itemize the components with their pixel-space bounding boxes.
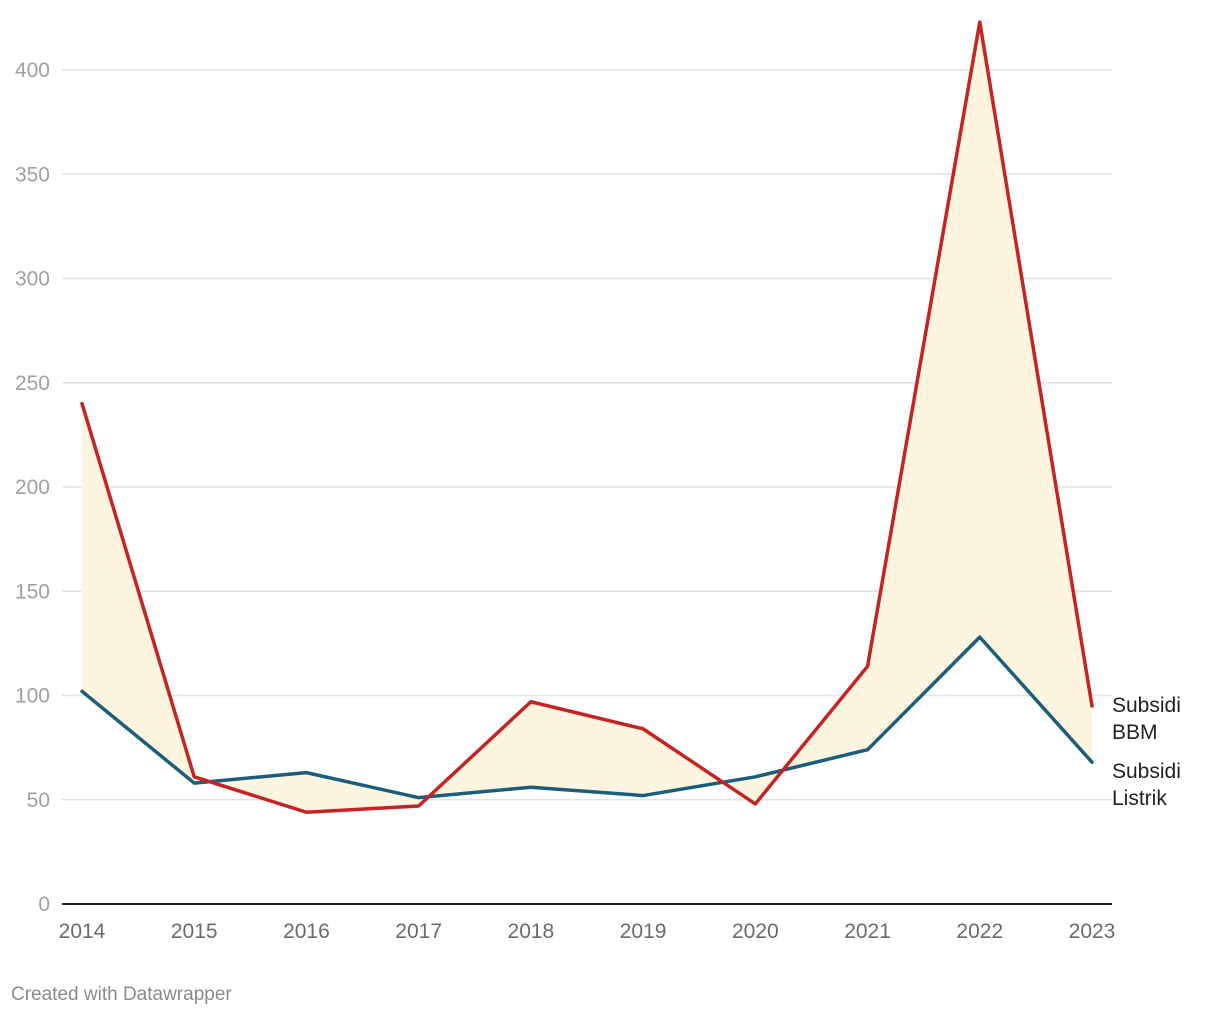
x-tick-label-2020: 2020 [732,920,779,943]
series-line-subsidi-listrik [80,635,1094,800]
x-tick-label-2019: 2019 [620,920,667,943]
y-tick-label-200: 200 [15,476,50,499]
x-tick-label-2022: 2022 [956,920,1003,943]
x-tick-label-2021: 2021 [844,920,891,943]
y-tick-label-400: 400 [15,59,50,82]
y-tick-label-300: 300 [15,268,50,291]
x-tick-label-2014: 2014 [59,920,106,943]
y-axis-ticks: 0 50 100 150 200 250 300 350 400 [15,59,50,916]
y-tick-label-0: 0 [38,893,50,916]
x-tick-label-2023: 2023 [1069,920,1116,943]
x-tick-label-2018: 2018 [508,920,555,943]
y-tick-label-250: 250 [15,372,50,395]
series-labels: Subsidi BBM Subsidi Listrik [1112,694,1181,810]
series-label-subsidi-listrik-line-1: Listrik [1112,787,1167,810]
series-lines [80,20,1094,815]
x-tick-label-2015: 2015 [171,920,218,943]
series-line-subsidi-bbm [80,20,1094,815]
y-tick-label-50: 50 [27,789,50,812]
x-tick-label-2016: 2016 [283,920,330,943]
difference-area [82,22,1092,813]
series-label-subsidi-listrik-line-0: Subsidi [1112,760,1181,783]
x-axis-ticks: 2014 2015 2016 2017 2018 2019 2020 2021 2022 2023 [59,920,1116,943]
x-tick-label-2017: 2017 [395,920,442,943]
y-tick-label-100: 100 [15,685,50,708]
difference-fill [82,22,1092,813]
y-tick-label-150: 150 [15,580,50,603]
credit-text: Created with Datawrapper [11,984,232,1005]
series-label-subsidi-bbm-line-1: BBM [1112,721,1158,744]
gridlines [62,69,1112,801]
y-tick-label-350: 350 [15,163,50,186]
series-label-subsidi-bbm-line-0: Subsidi [1112,694,1181,717]
